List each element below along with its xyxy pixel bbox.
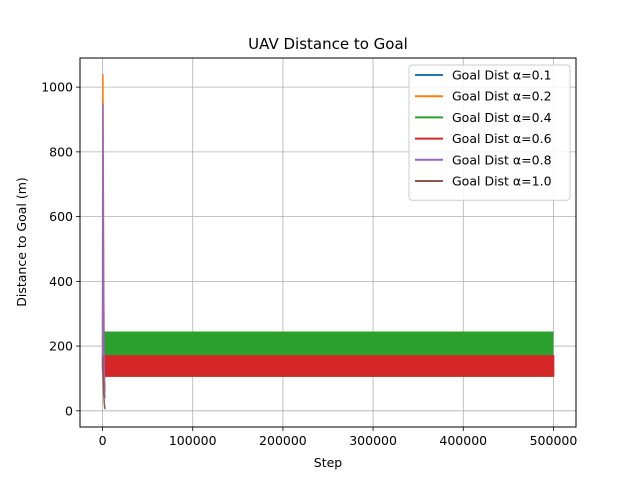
chart-title: UAV Distance to Goal: [248, 35, 408, 53]
x-tick-label: 0: [99, 433, 107, 448]
legend-box: [408, 64, 571, 201]
y-tick-label: 0: [65, 403, 73, 418]
y-axis-label: Distance to Goal (m): [14, 177, 29, 307]
x-tick-label: 100000: [169, 433, 217, 448]
y-tick-label: 800: [49, 144, 73, 159]
legend-label: Goal Dist α=0.6: [452, 131, 552, 146]
series-4-oscillation-band: [102, 355, 555, 377]
x-tick-label: 400000: [439, 433, 487, 448]
x-tick-label: 500000: [530, 433, 578, 448]
legend-label: Goal Dist α=0.1: [452, 68, 552, 83]
plot-frame: [79, 57, 577, 428]
y-tick-label: 600: [49, 209, 73, 224]
y-tick-label: 1000: [41, 80, 73, 95]
plot-series: [101, 74, 555, 410]
legend-label: Goal Dist α=0.4: [452, 110, 552, 125]
x-axis-label: Step: [314, 455, 343, 470]
x-axis-ticks: 0 100000 200000 300000 400000 500000: [99, 427, 578, 448]
legend: Goal Dist α=0.1 Goal Dist α=0.2 Goal Dist …: [408, 64, 571, 201]
legend-label: Goal Dist α=0.2: [452, 89, 552, 104]
x-tick-label: 200000: [259, 433, 307, 448]
y-tick-label: 200: [49, 339, 73, 354]
y-tick-label: 400: [49, 274, 73, 289]
y-axis-ticks: 0 200 400 600 800 1000: [41, 80, 80, 418]
series-5-line: [101, 103, 106, 398]
x-tick-label: 300000: [349, 433, 397, 448]
legend-label: Goal Dist α=1.0: [452, 174, 552, 189]
series-6-line: [101, 355, 106, 410]
legend-label: Goal Dist α=0.8: [452, 152, 552, 167]
